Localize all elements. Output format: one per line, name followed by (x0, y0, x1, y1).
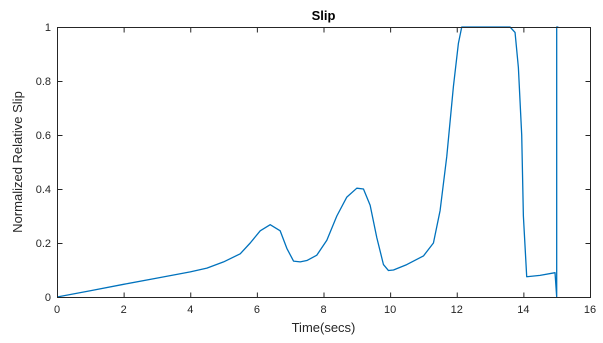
x-tick-label: 6 (254, 304, 260, 316)
y-axis-label: Normalized Relative Slip (10, 91, 25, 233)
y-tick-label: 0.4 (36, 184, 51, 196)
x-tick-label: 2 (121, 304, 127, 316)
x-tick-label: 12 (451, 304, 463, 316)
y-tick-label: 0.2 (36, 238, 51, 250)
x-tick-label: 16 (584, 304, 596, 316)
x-tick-label: 4 (187, 304, 193, 316)
curve-layer (57, 26, 559, 298)
x-tick-label: 0 (54, 304, 60, 316)
x-axis-label: Time(secs) (292, 320, 356, 335)
slip-series-line (57, 26, 559, 298)
y-tick-label: 0 (45, 292, 51, 304)
chart-title: Slip (312, 8, 336, 23)
x-tick-label: 14 (517, 304, 529, 316)
x-tick-label: 8 (320, 304, 326, 316)
y-tick-label: 0.6 (36, 130, 51, 142)
x-tick-label: 10 (384, 304, 396, 316)
y-tick-label: 0.8 (36, 76, 51, 88)
plot-background (57, 27, 590, 297)
tick-layer: 0 2 4 6 8 10 12 14 16 0 0.2 0.4 0.6 0.8 1 (36, 22, 596, 316)
y-tick-label: 1 (45, 22, 51, 34)
